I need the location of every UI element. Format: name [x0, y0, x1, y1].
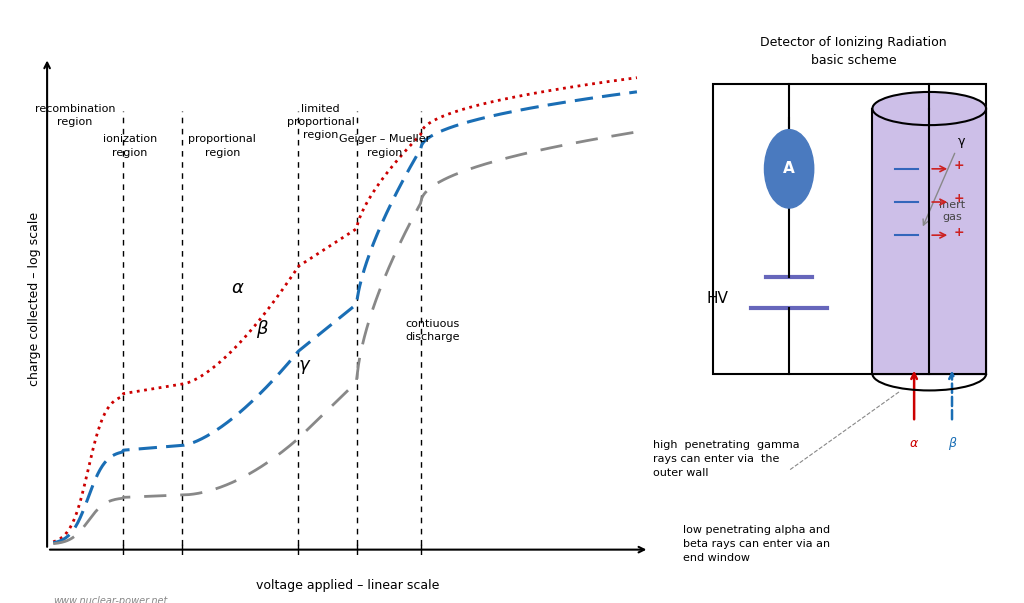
Text: +: +: [954, 159, 965, 172]
Circle shape: [765, 130, 814, 208]
Text: limited
proportional
region: limited proportional region: [287, 104, 354, 140]
Text: high  penetrating  gamma
rays can enter via  the
outer wall: high penetrating gamma rays can enter vi…: [652, 440, 800, 478]
Text: ionization
region: ionization region: [103, 134, 157, 157]
Text: +: +: [954, 192, 965, 206]
Text: β: β: [948, 437, 956, 450]
Text: Geiger – Mueller
region: Geiger – Mueller region: [339, 134, 431, 157]
Text: γ: γ: [299, 356, 309, 374]
Bar: [714, 84, 986, 374]
Bar: [872, 109, 986, 374]
Text: Detector of Ionizing Radiation
basic scheme: Detector of Ionizing Radiation basic sch…: [760, 36, 947, 67]
Text: γ: γ: [957, 135, 966, 148]
Text: β: β: [256, 320, 267, 338]
Text: +: +: [954, 226, 965, 239]
Text: contiuous
discharge: contiuous discharge: [406, 319, 460, 342]
Text: α: α: [910, 437, 919, 450]
Text: A: A: [783, 162, 795, 176]
Ellipse shape: [872, 92, 986, 125]
Text: low penetrating alpha and
beta rays can enter via an
end window: low penetrating alpha and beta rays can …: [683, 525, 830, 563]
Text: proportional
region: proportional region: [188, 134, 256, 157]
Text: α: α: [231, 279, 244, 297]
Text: recombination
region: recombination region: [35, 104, 115, 127]
Text: HV: HV: [707, 291, 728, 306]
Text: voltage applied – linear scale: voltage applied – linear scale: [256, 579, 440, 592]
Text: charge collected – log scale: charge collected – log scale: [29, 212, 41, 385]
Text: www.nuclear-power.net: www.nuclear-power.net: [53, 596, 168, 603]
Text: inert
gas: inert gas: [939, 200, 965, 222]
